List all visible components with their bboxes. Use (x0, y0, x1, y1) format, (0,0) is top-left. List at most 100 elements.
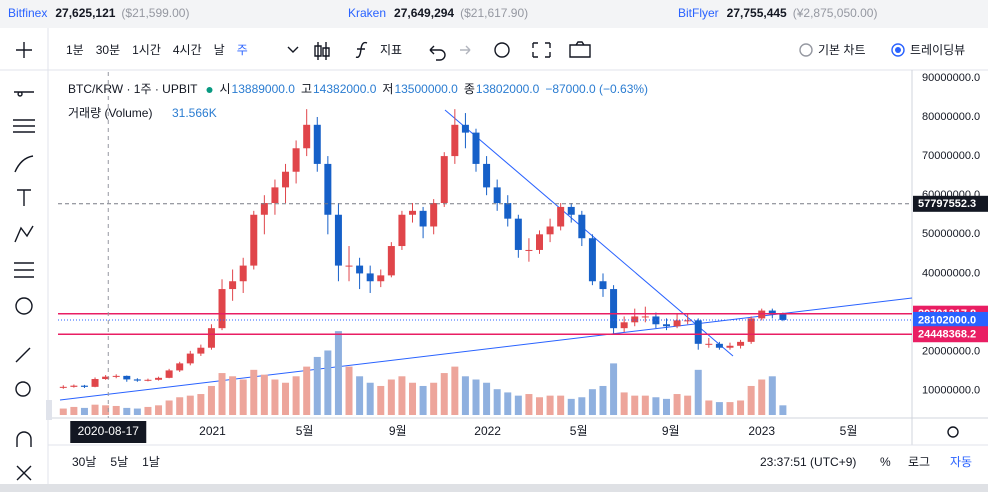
volume-bar (620, 392, 628, 415)
volume-bar (123, 407, 131, 415)
interval-button[interactable]: 주 (237, 43, 248, 57)
volume-bar (260, 374, 268, 415)
legend-value: 14382000.0 (313, 82, 377, 96)
candle-body (631, 316, 639, 323)
range-button[interactable]: 5날 (110, 455, 128, 469)
radio-dot (895, 47, 901, 53)
interval-button[interactable]: 30분 (96, 43, 120, 57)
ticker-usd: (¥2,875,050.00) (793, 6, 878, 20)
volume-bar (705, 400, 713, 415)
volume-bar (715, 402, 723, 415)
radio-tradingview[interactable] (891, 43, 905, 57)
candle-body (409, 210, 417, 215)
radio-basic[interactable] (799, 43, 813, 57)
emoji-tool[interactable] (15, 297, 33, 315)
scale-button[interactable]: % (880, 455, 891, 469)
forecast-tool[interactable] (14, 262, 34, 278)
candle-body (715, 343, 723, 348)
y-tick-label: 50000000.0 (922, 228, 980, 240)
legend-key: 고 (301, 82, 312, 96)
scale-button[interactable]: 자동 (950, 455, 972, 469)
candle-body (155, 377, 163, 380)
scale-button[interactable]: 로그 (908, 455, 930, 469)
fullscreen-button[interactable] (532, 42, 551, 58)
candle-body (440, 156, 448, 204)
volume-bar (356, 376, 364, 415)
axis-settings[interactable] (947, 426, 959, 438)
exchange-name: Kraken (348, 6, 386, 20)
candle-body (662, 324, 670, 327)
volume-bar (430, 382, 438, 415)
volume-bar (197, 394, 205, 415)
interval-button[interactable]: 1분 (66, 43, 84, 57)
line-tool[interactable] (14, 91, 34, 97)
text-tool[interactable] (17, 189, 31, 206)
fib-tool[interactable] (13, 119, 35, 133)
interval-button[interactable]: 날 (214, 43, 225, 57)
chart-mode[interactable]: 기본 차트 (818, 43, 866, 57)
legend-change: −87000.0 (−0.63%) (545, 82, 648, 96)
y-tick-label: 20000000.0 (922, 346, 980, 358)
interval-button[interactable]: 4시간 (173, 43, 202, 57)
pattern-tool[interactable] (14, 225, 34, 243)
candle-body (419, 210, 427, 227)
volume-bar (440, 373, 448, 415)
candle-body (112, 375, 120, 377)
volume-bar (144, 406, 152, 415)
price-level-label: 28102000.0 (918, 314, 976, 326)
range-button[interactable]: 1날 (142, 455, 160, 469)
undo-button[interactable] (429, 45, 446, 61)
brush-tool[interactable] (14, 155, 34, 173)
x-tick-label: 9월 (389, 424, 407, 438)
candle-body (144, 379, 152, 381)
candle-body (684, 320, 692, 322)
crosshair-tool[interactable] (16, 42, 32, 58)
volume-bar (525, 394, 533, 415)
scroll-handle[interactable] (46, 400, 52, 420)
volume-bar (567, 398, 575, 415)
x-tick-label: 9월 (662, 424, 680, 438)
candle-body (207, 328, 215, 348)
status-dot (206, 87, 213, 93)
ticker-price: 27,625,121 (55, 6, 115, 20)
interval-button[interactable]: 1시간 (132, 43, 161, 57)
settings-button[interactable] (494, 42, 510, 58)
ticker-usd: ($21,617.90) (460, 6, 528, 20)
candle-body (324, 163, 332, 215)
snapshot-button[interactable] (569, 41, 591, 58)
volume-bar (218, 373, 226, 415)
ticker-price: 27,755,445 (727, 6, 787, 20)
ruler-tool[interactable] (15, 347, 31, 363)
candle-body (176, 363, 184, 371)
candle-body (472, 132, 480, 164)
redo-button[interactable] (460, 45, 471, 55)
candle-body (726, 345, 734, 348)
remove-tool[interactable] (16, 465, 32, 481)
exchange-name: BitFlyer (678, 6, 719, 20)
volume-bar (133, 408, 141, 415)
indicators-button[interactable]: 지표 (380, 43, 402, 57)
candle-body (567, 206, 575, 215)
volume-bar (662, 398, 670, 415)
candle-body (758, 310, 766, 319)
interval-dropdown[interactable] (287, 46, 299, 53)
candle-body (91, 379, 99, 387)
zoom-tool[interactable] (15, 381, 31, 397)
volume-bar (250, 369, 258, 415)
crosshair-tag (70, 421, 147, 443)
candle-body (546, 226, 554, 235)
scrollbar (0, 484, 988, 492)
volume-bar (186, 395, 194, 415)
volume-bar (366, 382, 374, 415)
range-button[interactable]: 30날 (72, 455, 96, 469)
volume-bar (641, 395, 649, 415)
magnet-tool[interactable] (16, 431, 32, 447)
ticker-bar (0, 0, 988, 28)
volume-bar (747, 385, 755, 415)
volume-bar (557, 395, 565, 415)
x-tick-label: 5월 (570, 424, 588, 438)
candle-body (165, 370, 173, 378)
chart-type-button[interactable] (314, 42, 330, 60)
chart-mode[interactable]: 트레이딩뷰 (910, 43, 965, 57)
